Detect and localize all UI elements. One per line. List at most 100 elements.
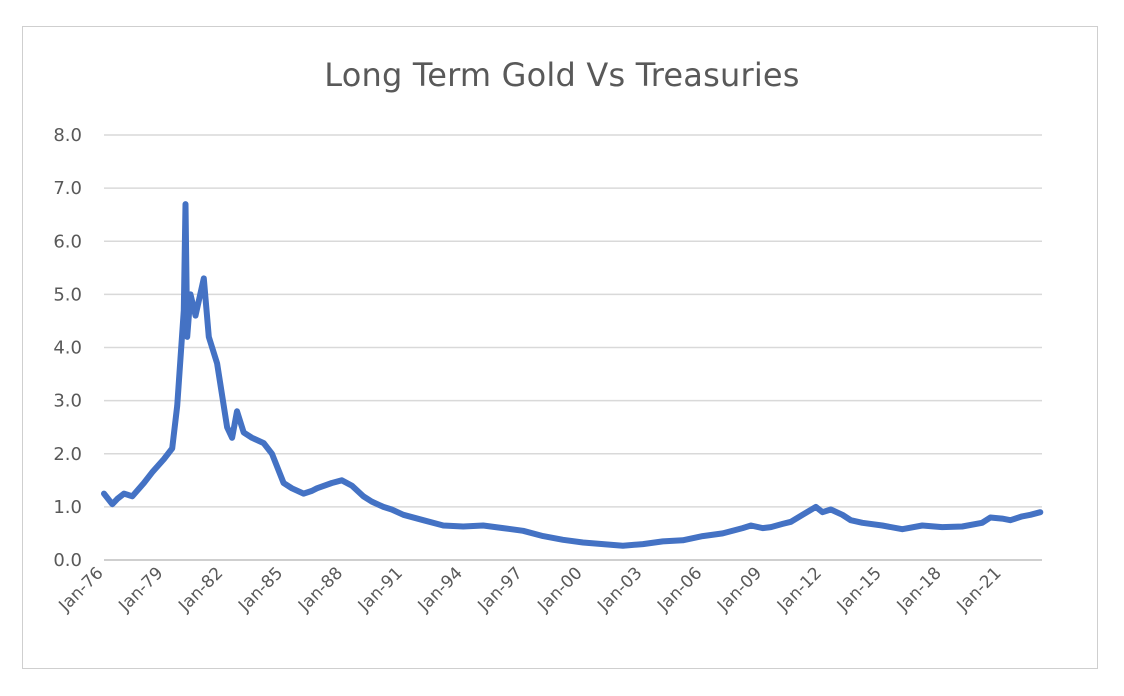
data-point (174, 403, 180, 409)
x-tick-label: Jan-94 (414, 563, 467, 616)
data-point (389, 506, 395, 513)
data-point (161, 456, 167, 462)
data-point (281, 480, 287, 486)
data-point (229, 435, 235, 441)
data-point (181, 307, 187, 313)
data-point (129, 493, 135, 499)
x-tick-label: Jan-79 (114, 563, 167, 616)
data-point (760, 525, 766, 531)
data-point (799, 512, 806, 518)
data-point (420, 517, 426, 523)
data-point (680, 537, 686, 543)
data-point (149, 469, 155, 475)
y-tick-label: 2.0 (53, 444, 82, 465)
x-tick-label: Jan-18 (893, 563, 946, 616)
data-point (269, 451, 275, 457)
data-point (314, 485, 320, 491)
data-point (329, 480, 335, 486)
data-point (141, 480, 147, 486)
data-point (720, 530, 726, 537)
data-point (360, 493, 366, 499)
data-point (400, 512, 406, 518)
data-point (859, 520, 866, 526)
x-tick-label: Jan-85 (234, 563, 287, 616)
data-point (788, 519, 794, 525)
data-point (500, 525, 506, 531)
y-tick-label: 7.0 (53, 178, 82, 199)
data-point (201, 275, 207, 281)
y-tick-label: 8.0 (53, 125, 82, 146)
x-tick-label: Jan-97 (474, 563, 527, 616)
data-point (660, 538, 666, 545)
data-point (987, 514, 994, 521)
data-point (620, 543, 626, 549)
x-tick-label: Jan-03 (593, 563, 646, 616)
data-point (182, 201, 189, 207)
data-point (121, 491, 127, 497)
x-tick-label: Jan-91 (354, 563, 407, 616)
data-point (440, 522, 446, 529)
x-axis-ticks: Jan-76 Jan-79 Jan-82 Jan-85 Jan-88 Jan-91 Jan-… (55, 563, 1006, 616)
x-tick-label: Jan-09 (713, 563, 766, 616)
data-point (580, 539, 586, 546)
data-point (109, 501, 115, 507)
data-point (192, 313, 199, 319)
x-tick-label: Jan-15 (833, 563, 886, 616)
data-point (224, 424, 230, 430)
data-point (460, 523, 466, 530)
y-axis-ticks: 0.0 1.0 2.0 3.0 4.0 5.0 6.0 7.0 8.0 (53, 125, 82, 571)
data-point (520, 528, 526, 534)
data-point (839, 512, 846, 518)
x-tick-label: Jan-00 (533, 563, 586, 616)
data-point (301, 491, 307, 497)
data-point (349, 483, 355, 489)
data-point (289, 485, 295, 491)
data-point (380, 504, 386, 510)
data-point (560, 537, 566, 543)
y-tick-label: 1.0 (53, 497, 82, 518)
y-tick-label: 6.0 (53, 231, 82, 252)
y-tick-label: 5.0 (53, 284, 82, 305)
data-point (828, 506, 834, 513)
data-point (1019, 513, 1025, 520)
data-point (700, 533, 706, 539)
data-point (780, 521, 786, 527)
data-point (169, 445, 175, 451)
y-tick-label: 0.0 (53, 550, 82, 571)
data-point (309, 488, 315, 494)
data-point (1007, 517, 1014, 523)
data-point (1037, 509, 1043, 515)
data-point (187, 291, 194, 297)
x-tick-label: Jan-76 (55, 563, 108, 616)
data-point (480, 522, 486, 529)
data-point (768, 524, 774, 530)
data-point (241, 429, 247, 436)
data-point (939, 524, 945, 530)
data-point (879, 522, 885, 529)
data-point (600, 541, 606, 547)
series-line (101, 201, 1044, 549)
data-point (101, 491, 107, 497)
data-point (339, 477, 345, 483)
data-point (206, 334, 212, 340)
data-point (748, 522, 754, 529)
data-point (1027, 512, 1033, 518)
data-point (114, 496, 120, 502)
data-point (959, 523, 965, 530)
data-point (640, 541, 646, 547)
data-point (214, 360, 220, 366)
data-point (540, 533, 546, 539)
x-tick-label: Jan-21 (953, 563, 1006, 616)
x-tick-label: Jan-12 (773, 563, 826, 616)
data-point (899, 526, 905, 532)
data-point (819, 509, 826, 515)
data-point (184, 334, 190, 340)
data-point (813, 504, 819, 510)
x-tick-label: Jan-88 (294, 563, 347, 616)
data-point (261, 440, 267, 446)
gridlines (104, 134, 1042, 561)
y-tick-label: 4.0 (53, 338, 82, 359)
data-point (369, 499, 375, 505)
x-tick-label: Jan-06 (653, 563, 706, 616)
